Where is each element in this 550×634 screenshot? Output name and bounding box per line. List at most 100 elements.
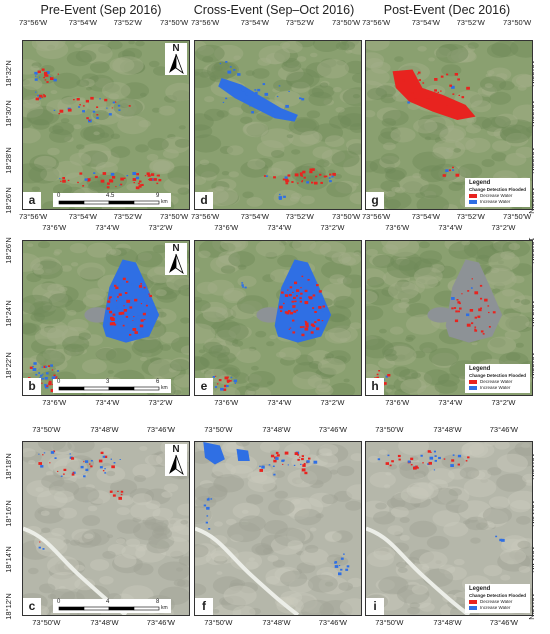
column-title-cross-event: Cross-Event (Sep–Oct 2016) [193,3,355,17]
flood-pixel [377,458,381,461]
flood-pixel [299,456,301,458]
longitude-tick-label: 73°56'W [190,212,220,221]
map-panel-h: h Legend Change Detection Flooded Decrease … [365,240,533,396]
flood-pixel [304,471,308,475]
longitude-tick-label: 73°56'W [18,18,48,27]
latitude-tick-label: 18°14'N [3,546,13,574]
flood-pixel [299,326,303,329]
flood-pixel [102,470,105,472]
flood-pixel [138,285,143,288]
flood-pixel [58,113,61,115]
longitude-tick-label: 73°46'W [318,618,347,627]
longitude-tick-label: 73°50'W [160,212,189,221]
flood-pixel [222,101,225,103]
flood-pixel [280,291,284,294]
flood-pixel [427,450,431,453]
flood-pixel [465,460,468,462]
panel-label: c [23,598,41,615]
flood-pixel [273,473,276,476]
flood-pixel [35,91,37,93]
flood-pixel [414,98,417,101]
flood-pixel [262,83,266,86]
legend-item-label: Decrease Water [479,599,513,604]
flood-pixel [104,468,106,470]
latitude-tick-label: 18°18'N [3,453,13,480]
flood-pixel [37,70,41,74]
flood-pixel [218,379,222,382]
flood-pixel [106,186,110,189]
flood-pixel [325,175,328,178]
flood-pixel [144,175,147,177]
flood-pixel [119,459,121,460]
flood-pixel [230,376,233,379]
flood-pixel [109,322,114,326]
flood-pixel [79,172,83,175]
flood-pixel [63,473,65,475]
legend-title: Legend [468,180,491,186]
flood-pixel [41,366,44,368]
flood-pixel [126,280,129,283]
flood-pixel [411,92,414,94]
flood-pixel [76,98,80,101]
map-panel-i: i Legend Change Detection Flooded Decrease … [365,441,533,616]
flood-pixel [43,94,45,96]
flood-pixel [90,96,94,100]
flood-pixel [120,493,123,496]
flood-pixel [488,326,491,328]
flood-pixel [296,174,299,176]
longitude-tick-label: 73°6'W [42,223,67,232]
flood-pixel [259,469,263,472]
flood-pixel [110,316,114,320]
flood-pixel [433,450,436,453]
flood-pixel [328,177,331,179]
flood-pixel [469,309,474,312]
flood-pixel [284,176,288,179]
flood-pixel [38,462,42,465]
flood-pixel [301,468,306,472]
flood-pixel [98,459,103,463]
legend: Legend Change Detection Flooded Decrease W… [464,178,530,207]
flood-pixel [108,179,113,182]
flood-pixel [334,561,338,564]
flood-pixel [229,380,232,382]
north-arrow-icon: N [165,444,187,476]
flood-pixel [306,181,309,184]
flood-pixel [310,323,314,327]
flood-pixel [114,284,117,287]
flood-pixel [455,173,460,177]
flood-pixel [114,101,117,103]
flood-pixel [125,313,129,316]
flood-pixel [402,79,405,82]
north-arrow-icon: N [165,243,187,275]
latitude-tick-label: 18°26'N [3,187,13,215]
flood-pixel [281,459,285,462]
flood-pixel [480,330,484,333]
flood-pixel [445,169,449,172]
flood-pixel [276,95,279,98]
increase-water-area [203,442,225,465]
flood-pixel [474,291,479,295]
flood-pixel [133,316,135,318]
flood-pixel [96,114,99,116]
flood-pixel [90,465,93,468]
flood-pixel [117,296,119,298]
flood-pixel [300,292,303,295]
flood-pixel [147,174,151,177]
flood-pixel [62,179,66,183]
flood-pixel [416,466,419,469]
flood-pixel [135,186,140,190]
longitude-tick-label: 73°2'W [491,398,516,407]
longitude-tick-label: 73°54'W [411,18,440,27]
flood-pixel [291,300,294,303]
flood-pixel [313,460,318,464]
flood-pixel [284,294,289,297]
flood-pixel [285,104,289,108]
scale-tick-label: 6 [156,379,160,385]
flood-pixel [29,366,33,369]
flood-pixel [118,312,123,315]
flood-pixel [157,174,160,177]
flood-pixel [304,320,306,322]
flood-pixel [134,331,138,334]
flood-pixel [131,283,134,286]
longitude-tick-label: 73°52'W [113,18,142,27]
